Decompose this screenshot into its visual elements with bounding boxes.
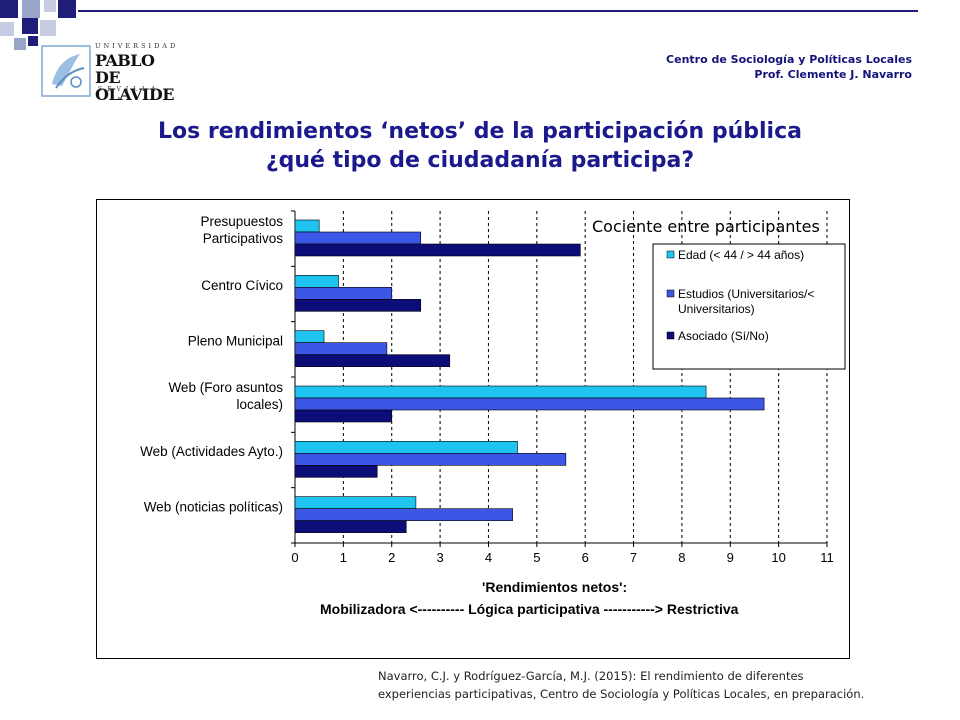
chart-title: Cociente entre participantes (592, 217, 820, 236)
bar (294, 465, 378, 478)
logo-city: SEVILLA (98, 86, 161, 93)
slide-title-line2: ¿qué tipo de ciudadanía participa? (265, 148, 695, 173)
category-label: Centro Cívico (201, 278, 283, 293)
category-label: Pleno Municipal (188, 333, 283, 348)
bar (294, 441, 518, 454)
bar (294, 508, 513, 521)
x-tick-label: 9 (727, 550, 734, 565)
x-tick-label: 11 (820, 550, 834, 565)
header-rule (78, 10, 918, 12)
header-org: Centro de Sociología y Políticas Locales (666, 53, 912, 66)
bar (294, 397, 765, 411)
legend-swatch (666, 331, 675, 340)
chart-frame: 0 1 2 3 4 5 6 7 8 9 10 11 Presupuestos Participativos… (96, 199, 850, 659)
x-tick-label: 1 (340, 550, 347, 565)
decor-square (14, 38, 26, 50)
slide-title-line1: Los rendimientos ‘netos’ de la participa… (158, 119, 802, 144)
decor-square (0, 0, 18, 18)
bar (294, 231, 422, 245)
bar (294, 354, 451, 367)
bar (294, 243, 581, 257)
x-axis-label: 'Rendimientos netos': (482, 579, 627, 595)
x-tick-label: 2 (388, 550, 395, 565)
legend-label: Universitarios) (678, 302, 755, 316)
x-tick-label: 0 (291, 550, 298, 565)
decor-square (22, 18, 38, 34)
category-label: Web (Foro asuntos (168, 380, 283, 395)
category-label: Web (Actividades Ayto.) (140, 444, 283, 459)
decor-square (0, 22, 14, 36)
x-axis-label-2: Mobilizadora <---------- Lógica particip… (320, 601, 739, 617)
category-label: Participativos (203, 231, 284, 246)
legend-label: Asociado (Sí/No) (678, 329, 769, 343)
x-tick-label: 8 (678, 550, 685, 565)
legend-swatch (666, 250, 675, 259)
citation-line1: Navarro, C.J. y Rodríguez-García, M.J. (… (378, 669, 804, 683)
legend-label: Estudios (Universitarios/< (678, 287, 814, 301)
legend-label: Edad (< 44 / > 44 años) (678, 248, 804, 262)
decor-square (40, 20, 56, 36)
bar (294, 330, 325, 343)
decor-square (58, 0, 76, 18)
category-label: Web (noticias políticas) (144, 499, 283, 514)
bar (294, 299, 422, 312)
x-tick-label: 7 (630, 550, 637, 565)
header-info: Centro de Sociología y Políticas Locales… (666, 52, 912, 82)
x-tick-label: 10 (771, 550, 785, 565)
decor-square (28, 36, 38, 46)
legend-swatch (666, 289, 675, 298)
decor-square (44, 0, 56, 12)
logo-emblem-icon (41, 45, 91, 97)
bar (294, 385, 707, 399)
citation: Navarro, C.J. y Rodríguez-García, M.J. (… (378, 667, 864, 703)
x-tick-label: 4 (485, 550, 492, 565)
category-label: Presupuestos (200, 214, 283, 229)
bar (294, 496, 417, 509)
university-logo: UNIVERSIDAD PABLO DE OLAVIDE SEVILLA (40, 42, 175, 103)
bar-chart: 0 1 2 3 4 5 6 7 8 9 10 11 Presupuestos Participativos… (140, 210, 846, 617)
logo-name: PABLO DE OLAVIDE (95, 52, 174, 103)
logo-line2: OLAVIDE (95, 85, 174, 104)
x-tick-label: 5 (533, 550, 540, 565)
slide-title: Los rendimientos ‘netos’ de la participa… (0, 117, 960, 175)
category-label: locales) (236, 397, 283, 412)
bar (294, 409, 393, 423)
x-tick-label: 3 (436, 550, 443, 565)
x-tick-label: 6 (582, 550, 589, 565)
legend-box (652, 243, 846, 370)
bar (294, 453, 567, 466)
logo-line1: PABLO DE (95, 51, 155, 87)
citation-line2: experiencias participativas, Centro de S… (378, 687, 865, 701)
bar (294, 275, 339, 288)
decor-square (22, 0, 40, 18)
bar (294, 287, 393, 300)
header-author: Prof. Clemente J. Navarro (754, 68, 912, 81)
bar (294, 342, 388, 355)
logo-universidad: UNIVERSIDAD (95, 42, 179, 50)
bar (294, 219, 320, 233)
bar (294, 520, 407, 533)
